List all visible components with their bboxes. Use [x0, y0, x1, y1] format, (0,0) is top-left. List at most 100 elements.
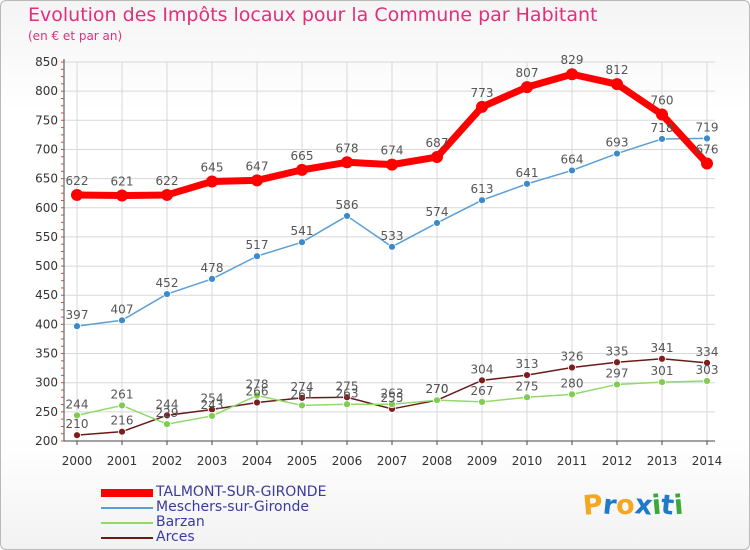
data-point — [118, 316, 126, 325]
data-label: 718 — [651, 121, 674, 135]
chart-title: Evolution des Impôts locaux pour la Comm… — [28, 4, 598, 26]
data-label: 586 — [336, 198, 359, 212]
y-tick-label: 650 — [35, 172, 58, 186]
data-label: 645 — [201, 161, 224, 175]
data-point — [478, 376, 486, 385]
data-label: 261 — [291, 387, 314, 401]
data-label: 574 — [426, 205, 449, 219]
data-point — [656, 108, 668, 121]
gridlines — [64, 61, 715, 441]
data-point — [476, 100, 488, 113]
data-point — [71, 188, 83, 201]
data-label: 397 — [66, 308, 89, 322]
x-tick-label: 2004 — [242, 454, 273, 468]
data-label: 275 — [516, 379, 539, 393]
data-point — [73, 411, 81, 420]
x-tick-label: 2010 — [512, 454, 543, 468]
data-label: 275 — [336, 379, 359, 393]
data-label: 687 — [426, 136, 449, 150]
data-label: 297 — [606, 366, 629, 380]
data-point — [568, 390, 576, 399]
y-tick-label: 600 — [35, 201, 58, 215]
y-tick-label: 400 — [35, 317, 58, 331]
y-tick-label: 850 — [35, 55, 58, 69]
data-label: 829 — [561, 53, 584, 67]
data-label: 807 — [516, 66, 539, 80]
data-point — [523, 179, 531, 188]
legend-label: Meschers-sur-Gironde — [156, 499, 309, 515]
data-label: 812 — [606, 63, 629, 77]
x-tick-label: 2000 — [62, 454, 93, 468]
data-label: 261 — [111, 387, 134, 401]
y-tick-label: 350 — [35, 347, 58, 361]
data-point — [116, 189, 128, 202]
data-label: 674 — [381, 144, 404, 158]
axes: 200 250 300 350 400 450 500 550 600 650 700 750 800 8… — [35, 55, 722, 468]
data-point — [298, 238, 306, 247]
data-label: 229 — [156, 406, 179, 420]
data-point — [253, 398, 261, 407]
data-point — [206, 175, 218, 188]
y-tick-label: 550 — [35, 230, 58, 244]
y-tick-label: 750 — [35, 113, 58, 127]
data-label: 693 — [606, 136, 629, 150]
data-label: 641 — [516, 166, 539, 180]
data-point — [296, 163, 308, 176]
x-tick-label: 2012 — [602, 454, 633, 468]
data-point — [566, 68, 578, 81]
data-point — [701, 157, 713, 170]
data-point — [163, 411, 171, 420]
data-point — [478, 196, 486, 205]
data-point — [478, 398, 486, 406]
data-point — [388, 400, 396, 409]
data-point — [251, 174, 263, 187]
data-label: 254 — [201, 392, 224, 406]
data-label: 255 — [381, 391, 404, 405]
data-label: 313 — [516, 357, 539, 371]
data-point — [253, 252, 261, 261]
data-label: 270 — [426, 382, 449, 396]
data-label: 274 — [291, 380, 314, 394]
data-label: 263 — [336, 386, 359, 400]
data-label: 719 — [696, 120, 719, 134]
data-point — [433, 219, 441, 227]
data-label: 334 — [696, 345, 719, 359]
data-label: 278 — [246, 378, 269, 392]
data-point — [658, 135, 666, 143]
chart-subtitle: (en € et par an) — [28, 29, 123, 43]
data-point — [388, 242, 396, 251]
data-point — [208, 275, 216, 283]
legend-swatch — [101, 507, 153, 509]
data-point — [433, 396, 441, 405]
x-tick-label: 2007 — [377, 454, 408, 468]
y-tick-label: 500 — [35, 259, 58, 273]
data-point — [523, 393, 531, 402]
logo-letter: i — [672, 489, 685, 522]
data-point — [253, 391, 261, 400]
data-point — [208, 412, 216, 420]
data-label: 676 — [696, 142, 719, 156]
legend-label: Barzan — [156, 514, 205, 530]
data-label: 452 — [156, 276, 179, 290]
data-point — [523, 371, 531, 380]
data-label: 210 — [66, 417, 89, 431]
data-label: 270 — [426, 382, 449, 396]
y-tick-label: 250 — [35, 405, 58, 419]
data-label: 478 — [201, 261, 224, 275]
data-point — [118, 427, 126, 436]
y-tick-label: 700 — [35, 142, 58, 156]
legend-label: TALMONT-SUR-GIRONDE — [156, 484, 327, 500]
data-label: 263 — [381, 386, 404, 400]
x-tick-label: 2014 — [692, 454, 723, 468]
proxiti-logo: Proxiti — [582, 489, 685, 522]
data-label: 622 — [156, 174, 179, 188]
data-label: 243 — [201, 398, 224, 412]
x-tick-label: 2013 — [647, 454, 678, 468]
data-label: 280 — [561, 376, 584, 390]
data-label: 267 — [471, 384, 494, 398]
data-point — [703, 358, 711, 367]
data-label: 303 — [696, 363, 719, 377]
data-point — [568, 166, 576, 175]
